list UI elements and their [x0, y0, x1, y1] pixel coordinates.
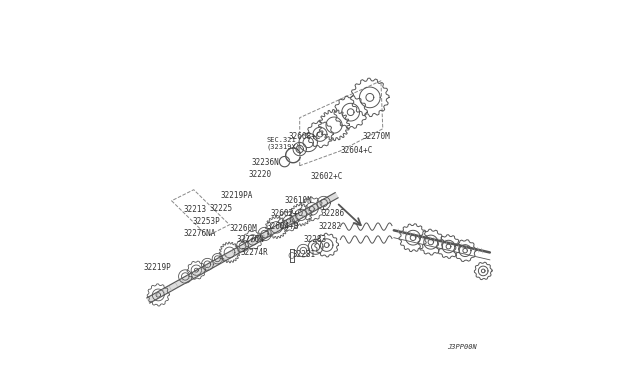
Text: J3PP00N: J3PP00N	[447, 344, 477, 350]
Text: 32213: 32213	[184, 205, 207, 215]
Polygon shape	[147, 193, 338, 303]
Text: 32604+C: 32604+C	[340, 147, 372, 155]
Text: 32610N: 32610N	[285, 196, 313, 205]
Text: SEC.321
(32319X): SEC.321 (32319X)	[266, 137, 300, 150]
Text: 32281: 32281	[292, 250, 316, 259]
Text: 32270M: 32270M	[362, 132, 390, 141]
Text: 32282: 32282	[318, 222, 341, 231]
Text: 32220: 32220	[248, 170, 271, 179]
Text: 32219PA: 32219PA	[220, 191, 253, 200]
Text: 32602+C: 32602+C	[311, 172, 343, 181]
Text: 32283: 32283	[303, 235, 326, 244]
Text: 32608+C: 32608+C	[289, 132, 321, 141]
Text: 32276NA: 32276NA	[184, 230, 216, 238]
Text: 32253P: 32253P	[193, 217, 220, 225]
Text: 32225: 32225	[209, 203, 232, 213]
Text: 32274R: 32274R	[241, 248, 268, 257]
Text: 32260M: 32260M	[230, 224, 257, 233]
Text: 32276N: 32276N	[237, 235, 265, 244]
Text: 32602+C: 32602+C	[270, 209, 303, 218]
Text: 32219P: 32219P	[143, 263, 172, 272]
Text: 32236N: 32236N	[252, 157, 280, 167]
Text: 32286: 32286	[322, 209, 345, 218]
Text: 32604+B: 32604+B	[266, 222, 299, 231]
